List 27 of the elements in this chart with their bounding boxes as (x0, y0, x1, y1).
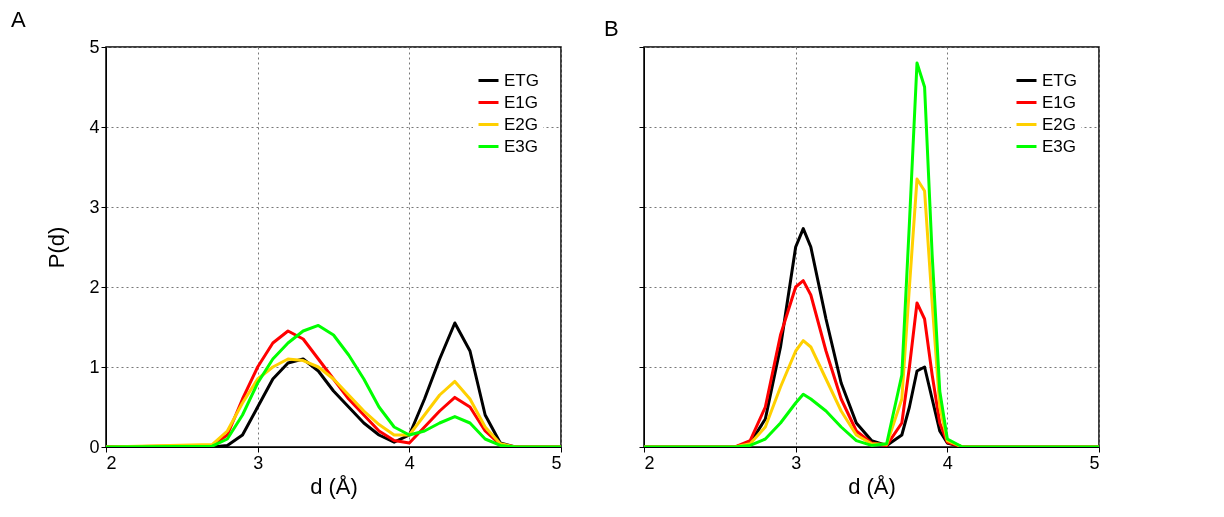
x-tick-label: 5 (1089, 452, 1100, 473)
legend-label: E3G (504, 136, 539, 156)
legend-label: E1G (1042, 92, 1077, 112)
x-tick-label: 4 (942, 452, 953, 473)
x-axis-title: d (Å) (848, 473, 896, 499)
y-tick-label: 1 (89, 356, 100, 377)
legend-label: E3G (1042, 136, 1077, 156)
legend-label: ETG (504, 70, 539, 90)
y-tick-label: 0 (89, 436, 100, 457)
x-tick-label: 2 (106, 452, 117, 473)
chart-title: A (11, 7, 26, 32)
y-axis-title: P(d) (44, 226, 70, 269)
x-tick-label: 2 (644, 452, 655, 473)
legend-label: ETG (1042, 70, 1077, 90)
x-tick-label: 4 (404, 452, 415, 473)
legend-label: E1G (504, 92, 539, 112)
x-tick-label: 3 (791, 452, 802, 473)
legend-label: E2G (1042, 114, 1077, 134)
y-tick-label: 4 (89, 116, 100, 137)
y-tick-label: 3 (89, 196, 100, 217)
chart-title: B (604, 15, 619, 41)
y-tick-label: 5 (89, 36, 100, 57)
legend-label: E2G (504, 114, 539, 134)
y-tick-label: 2 (89, 276, 100, 297)
x-tick-label: 5 (551, 452, 562, 473)
x-tick-label: 3 (253, 452, 264, 473)
x-axis-title: d (Å) (310, 473, 358, 499)
